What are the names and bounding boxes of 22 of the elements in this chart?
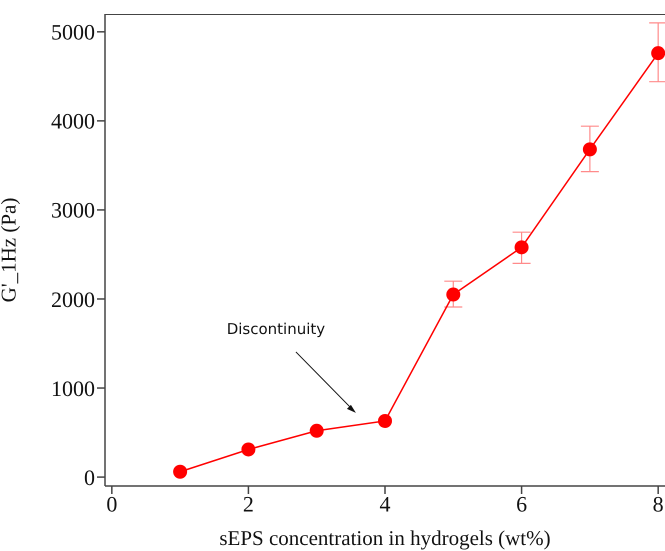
- point: [582, 142, 597, 156]
- y-tick-label: 4000: [51, 108, 95, 134]
- point: [173, 464, 188, 479]
- point: [651, 46, 665, 60]
- x-tick-label: 2: [242, 492, 254, 517]
- point: [310, 424, 324, 438]
- point: [514, 240, 529, 254]
- x-tick-label: 0: [106, 492, 118, 517]
- x-tick-label: 8: [652, 492, 664, 517]
- y-tick-label: 3000: [51, 198, 95, 223]
- annotation: Discontinuity: [226, 320, 326, 338]
- y-tick-label: 0: [84, 464, 95, 490]
- y-axis-title: G'_1Hz (Pa): [0, 198, 20, 302]
- point: [446, 288, 460, 302]
- x-axis-title: sEPS concentration in hydrogels (wt%): [219, 526, 551, 550]
- point: [378, 414, 392, 428]
- x-tick-label: 6: [516, 492, 528, 517]
- y-tick-label: 2000: [51, 286, 95, 312]
- y-tick-label: 1000: [51, 376, 95, 401]
- point: [241, 442, 256, 456]
- y-tick-label: 5000: [51, 20, 95, 45]
- x-tick-label: 4: [380, 492, 390, 517]
